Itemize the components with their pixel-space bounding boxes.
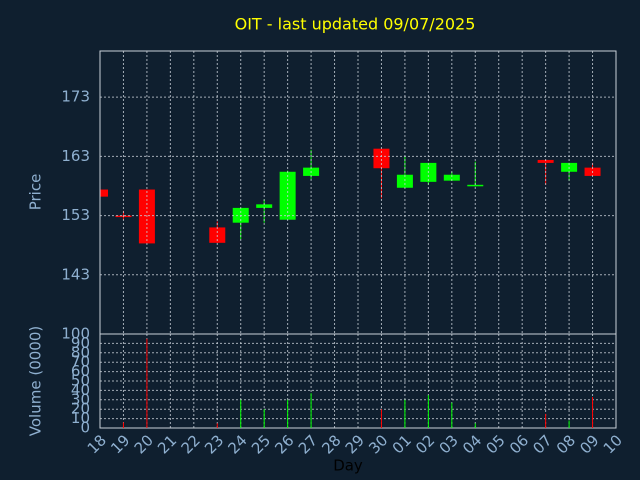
candle-body xyxy=(256,204,273,208)
candle-body xyxy=(467,184,484,187)
x-tick-label: 29 xyxy=(342,431,368,457)
y-tick-label: 153 xyxy=(61,206,90,224)
candle-body xyxy=(100,189,108,197)
x-tick-label: 02 xyxy=(412,431,438,457)
volume-tick-label: 100 xyxy=(61,325,90,343)
volume-tick-label: 20 xyxy=(71,400,90,418)
chart-title: OIT - last updated 09/07/2025 xyxy=(235,15,476,34)
candle-body xyxy=(537,159,554,163)
y-tick-label: 143 xyxy=(61,265,90,283)
x-tick-label: 09 xyxy=(576,431,602,457)
x-tick-label: 22 xyxy=(178,431,204,457)
volume-tick-label: 30 xyxy=(71,390,90,408)
price-plot xyxy=(100,148,601,244)
x-tick-label: 03 xyxy=(436,431,462,457)
x-tick-label: 28 xyxy=(318,431,344,457)
x-tick-label: 23 xyxy=(201,431,227,457)
x-tick-label: 30 xyxy=(365,431,391,457)
x-tick-label: 08 xyxy=(553,431,579,457)
x-tick-label: 07 xyxy=(529,431,555,457)
candle-body xyxy=(396,174,413,188)
x-tick-label: 21 xyxy=(154,431,180,457)
volume-tick-label: 90 xyxy=(71,334,90,352)
candle-body xyxy=(373,148,390,169)
y-tick-label: 173 xyxy=(61,88,90,106)
x-tick-label: 20 xyxy=(131,431,157,457)
volume-tick-label: 0 xyxy=(80,419,90,437)
y-axis-label: Price xyxy=(27,174,45,211)
volume-border xyxy=(99,333,617,429)
volume-tick-label: 40 xyxy=(71,381,90,399)
x-tick-label: 05 xyxy=(483,431,509,457)
x-axis-label: Day xyxy=(333,457,363,475)
volume-tick-label: 80 xyxy=(71,343,90,361)
x-tick-label: 04 xyxy=(459,431,485,457)
y-tick-label: 163 xyxy=(61,147,90,165)
volume-tick-label: 10 xyxy=(71,409,90,427)
x-tick-label: 24 xyxy=(225,431,251,457)
volume-tick-label: 60 xyxy=(71,362,90,380)
volume-tick-label: 70 xyxy=(71,353,90,371)
x-tick-label: 06 xyxy=(506,431,532,457)
volume-tick-label: 50 xyxy=(71,372,90,390)
x-tick-label: 26 xyxy=(271,431,297,457)
x-tick-label: 25 xyxy=(248,431,274,457)
volume-axis-label: Volume (0000) xyxy=(27,326,45,436)
x-tick-label: 27 xyxy=(295,431,321,457)
x-tick-label: 19 xyxy=(107,431,133,457)
x-tick-label: 01 xyxy=(389,431,415,457)
x-tick-label: 10 xyxy=(600,431,626,457)
candle-body xyxy=(443,174,460,181)
